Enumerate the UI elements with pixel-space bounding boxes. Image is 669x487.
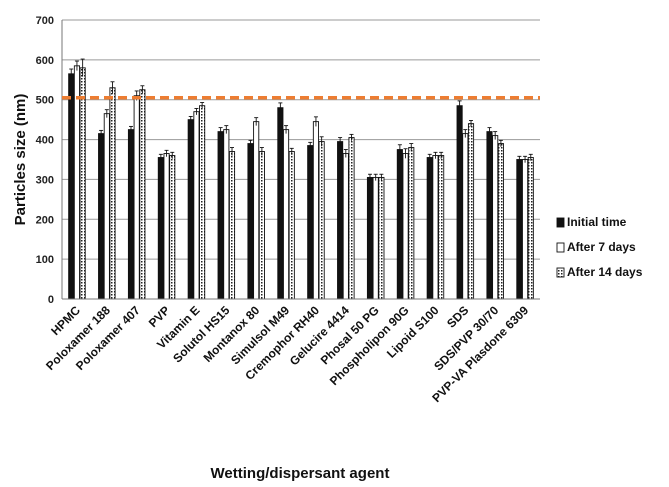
bar	[516, 159, 523, 300]
legend-swatch	[556, 267, 565, 278]
bar	[318, 141, 325, 300]
bar	[366, 176, 374, 300]
bar	[408, 147, 415, 300]
legend-swatch	[556, 217, 565, 228]
bar	[426, 157, 433, 300]
bar	[139, 89, 146, 300]
y-axis-title: Particles size (nm)	[12, 94, 29, 226]
bar	[378, 176, 385, 300]
bars	[68, 58, 534, 300]
y-tick-label: 600	[36, 55, 54, 67]
y-axis: 0 100 200 300 400 500 600 700	[36, 15, 63, 306]
bar	[157, 157, 164, 300]
bar	[438, 155, 445, 300]
bar	[258, 151, 265, 300]
bar	[486, 131, 493, 300]
bar	[199, 105, 206, 300]
bar	[223, 129, 230, 300]
legend-label: After 14 days	[567, 265, 643, 279]
y-tick-label: 100	[36, 254, 54, 266]
bar	[283, 129, 290, 300]
bar	[497, 143, 504, 300]
bar	[193, 111, 200, 300]
bar	[288, 151, 295, 300]
bar	[133, 95, 140, 300]
bar	[73, 65, 80, 300]
bar	[163, 153, 170, 300]
legend-label: Initial time	[567, 215, 627, 229]
bar	[103, 113, 110, 300]
y-tick-label: 500	[36, 95, 54, 107]
bar	[169, 155, 176, 300]
bar	[456, 105, 463, 300]
bar	[396, 149, 403, 300]
bar	[79, 67, 86, 300]
bar	[467, 123, 475, 300]
y-tick-label: 200	[36, 214, 54, 226]
bar	[187, 119, 194, 300]
bar	[307, 145, 314, 300]
bar	[98, 133, 105, 300]
bar	[462, 133, 469, 300]
bar	[312, 121, 319, 300]
bar	[372, 176, 379, 300]
y-tick-label: 700	[36, 15, 54, 27]
bar	[527, 157, 534, 300]
bar	[402, 153, 409, 300]
y-tick-label: 300	[36, 174, 54, 186]
y-tick-label: 0	[48, 294, 54, 306]
bar	[247, 143, 254, 300]
bar	[127, 129, 135, 300]
x-axis-title: Wetting/dispersant agent	[211, 465, 390, 482]
bar	[492, 135, 499, 300]
bar	[217, 131, 224, 300]
bar	[253, 121, 260, 300]
bar	[432, 155, 439, 300]
legend-label: After 7 days	[567, 240, 636, 254]
legend: Initial time After 7 days After 14 days	[556, 215, 643, 279]
bar	[277, 107, 284, 300]
bar	[228, 151, 236, 300]
bar	[109, 87, 116, 300]
bar	[522, 159, 529, 300]
bar	[342, 153, 349, 300]
bar	[348, 137, 355, 300]
bar	[68, 73, 75, 300]
legend-swatch	[556, 242, 565, 253]
y-tick-label: 400	[36, 135, 54, 147]
bar	[337, 141, 344, 300]
